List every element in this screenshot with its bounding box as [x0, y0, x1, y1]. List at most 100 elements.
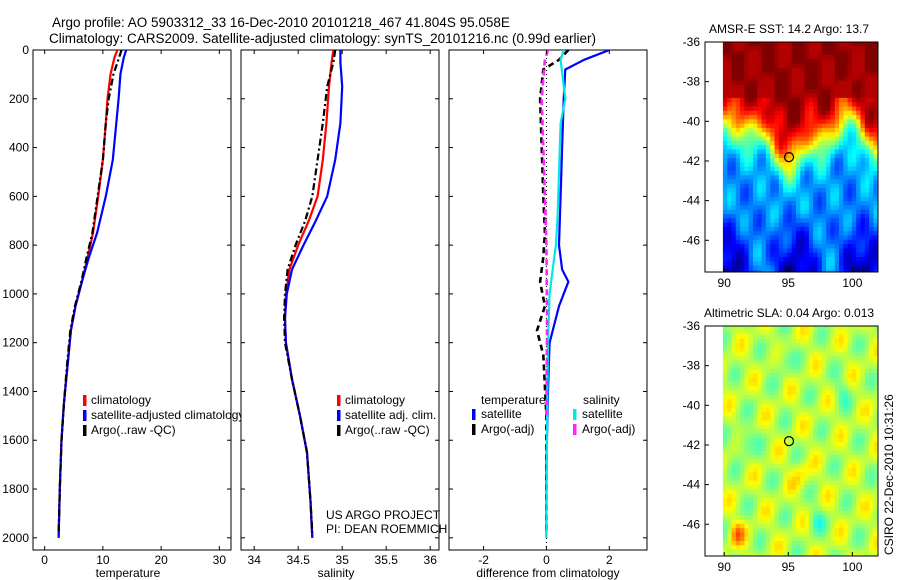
temperature-lines — [57, 50, 128, 538]
sla-map-cell — [851, 377, 857, 383]
sla-map-cell — [722, 407, 728, 413]
temperature-ytick-label-10: 2000 — [2, 531, 29, 545]
sst-map-cell — [834, 123, 840, 129]
sla-map-cell — [753, 459, 758, 464]
sst-map-cell — [770, 85, 775, 90]
sla-map-cell — [735, 334, 741, 340]
sla-map-cell — [839, 519, 844, 525]
sst-map-cell — [839, 128, 844, 133]
sla-map-cell — [821, 394, 827, 400]
sla-map-cell — [765, 369, 771, 374]
sla-map-cell — [783, 424, 788, 430]
sst-map-cell — [856, 93, 861, 99]
sla-map-cell — [731, 390, 737, 396]
sst-map-cell — [817, 85, 823, 90]
sst-map-cell — [804, 63, 810, 69]
sst-map-cell — [808, 231, 814, 236]
sla-map-cell — [826, 416, 831, 421]
sst-map-cell — [800, 106, 805, 112]
sla-map-cell — [808, 472, 814, 477]
sla-map-cell — [826, 330, 831, 335]
sst-map-cell — [761, 149, 767, 155]
sla-map-cell — [817, 536, 823, 542]
sla-map-cell — [839, 403, 844, 409]
sla-map-cell — [761, 545, 767, 550]
sst-map-cell — [757, 214, 762, 219]
sla-map-cell — [744, 394, 750, 400]
sst-map-cell — [869, 59, 874, 64]
sla-map-cell — [791, 364, 797, 370]
sla-map-cell — [731, 399, 737, 404]
sla-map-cell — [748, 429, 754, 434]
sla-map-cell — [817, 446, 823, 452]
sla-map-cell — [834, 446, 840, 452]
sla-map-cell — [851, 356, 857, 361]
sla-map-frame — [704, 325, 879, 557]
sla-map-cell — [740, 360, 745, 366]
sst-map-cell — [804, 218, 810, 223]
sla-map-cell — [834, 407, 840, 413]
sst-map-cell — [791, 46, 797, 51]
sla-map-cell — [813, 330, 818, 335]
sla-map-cell — [813, 338, 818, 344]
sst-map-cell — [834, 59, 840, 64]
sla-map-cell — [847, 485, 853, 490]
sla-map-cell — [770, 519, 775, 525]
sla-map-cell — [770, 386, 775, 391]
sla-map-cell — [856, 476, 861, 482]
sla-map-cell — [843, 459, 848, 464]
sst-map-cell — [804, 89, 810, 94]
sla-map-cell — [765, 523, 771, 529]
sla-map-cell — [770, 450, 775, 456]
sla-map-cell — [804, 545, 810, 550]
sla-map-cell — [770, 485, 775, 490]
sla-map-cell — [843, 416, 848, 421]
sla-map-cell — [851, 364, 857, 370]
sla-map-cell — [787, 502, 793, 507]
sla-map-cell — [804, 489, 810, 495]
sla-map-cell — [826, 369, 831, 374]
sla-map-cell — [748, 536, 754, 542]
sla-map-cell — [731, 416, 737, 421]
sla-map-cell — [839, 553, 844, 556]
sst-map-cell — [722, 89, 728, 94]
sla-map-cell — [804, 446, 810, 452]
sst-map-cell — [765, 196, 771, 202]
sla-map-cell — [843, 450, 848, 456]
sla-map-cell — [851, 412, 857, 417]
sla-map-cell — [834, 459, 840, 464]
sst-map-cell — [830, 102, 836, 107]
sst-map-cell — [817, 110, 823, 116]
sst-map-cell — [800, 192, 805, 198]
sla-map-cell — [804, 549, 810, 555]
sla-map-cell — [731, 493, 737, 499]
sst-map-cell — [735, 226, 741, 232]
sla-map-cell — [740, 437, 745, 443]
sst-map-cell — [856, 149, 861, 155]
sla-map-cell — [821, 390, 827, 396]
sla-map-cell — [864, 390, 870, 396]
sst-map-cell — [748, 158, 754, 163]
sst-map-cell — [843, 162, 848, 168]
sst-map-cell — [847, 106, 853, 112]
sla-map-cell — [843, 541, 848, 546]
sst-map-cell — [765, 110, 771, 116]
sst-map-cell — [740, 50, 745, 56]
sla-map-cell — [722, 394, 728, 400]
sla-map-cell — [727, 515, 732, 520]
sst-map-cell — [770, 89, 775, 94]
sst-map-cell — [791, 42, 797, 47]
sla-map-cell — [813, 532, 818, 538]
sla-map-cell — [740, 463, 745, 469]
sst-map-cell — [731, 222, 737, 228]
sst-map-cell — [770, 265, 775, 271]
sla-map-cell — [727, 523, 732, 529]
sla-map-cell — [856, 545, 861, 550]
sla-map-cell — [834, 463, 840, 469]
sla-map-cell — [813, 420, 818, 426]
sst-map-cell — [744, 110, 750, 116]
sla-map-cell — [722, 485, 728, 490]
sla-map-cell — [864, 334, 870, 340]
sst-map-cell — [791, 171, 797, 176]
sst-map-cell — [727, 265, 732, 271]
